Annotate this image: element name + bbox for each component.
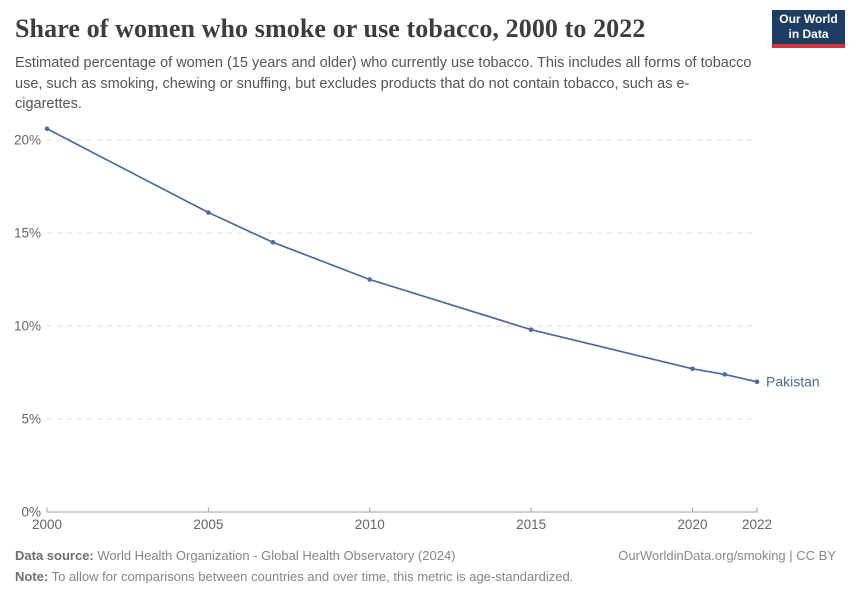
data-source-text: World Health Organization - Global Healt…	[93, 548, 456, 563]
y-axis-tick-label: 15%	[14, 226, 41, 241]
data-point-marker[interactable]	[44, 126, 50, 132]
x-axis-tick-label: 2000	[32, 517, 62, 532]
owid-logo-line2: in Data	[788, 27, 829, 41]
x-axis-tick-label: 2020	[677, 517, 707, 532]
data-source-label: Data source:	[15, 548, 94, 563]
owid-url-license-link[interactable]: OurWorldinData.org/smoking | CC BY	[618, 548, 836, 563]
y-axis-tick-label: 0%	[21, 505, 41, 520]
data-point-marker[interactable]	[270, 240, 276, 245]
y-axis-tick-label: 10%	[14, 319, 41, 334]
owid-logo[interactable]: Our World in Data	[772, 10, 845, 48]
data-point-marker[interactable]	[367, 277, 373, 282]
x-axis-tick-label: 2010	[355, 517, 385, 532]
x-axis-tick-label: 2015	[516, 517, 546, 532]
data-point-marker[interactable]	[754, 379, 760, 385]
x-axis-tick-label: 2022	[742, 517, 772, 532]
data-point-marker[interactable]	[690, 366, 695, 372]
chart-subtitle: Estimated percentage of women (15 years …	[15, 55, 752, 113]
note-text: To allow for comparisons between countri…	[48, 569, 574, 584]
y-axis-tick-label: 5%	[21, 412, 41, 427]
note-line: Note: To allow for comparisons between c…	[15, 569, 573, 584]
data-point-marker[interactable]	[722, 372, 727, 377]
trend-line-pakistan	[46, 128, 758, 383]
data-point-marker[interactable]	[528, 327, 534, 333]
page-title: Share of women who smoke or use tobacco,…	[15, 14, 646, 43]
data-source-line: Data source: World Health Organization -…	[15, 548, 456, 563]
y-axis-tick-label: 20%	[14, 133, 41, 148]
x-axis-tick-label: 2005	[193, 517, 223, 532]
note-label: Note:	[15, 569, 49, 584]
entity-label-pakistan[interactable]: Pakistan	[766, 373, 820, 389]
data-point-marker[interactable]	[206, 210, 211, 215]
owid-logo-line1: Our World	[779, 12, 838, 27]
